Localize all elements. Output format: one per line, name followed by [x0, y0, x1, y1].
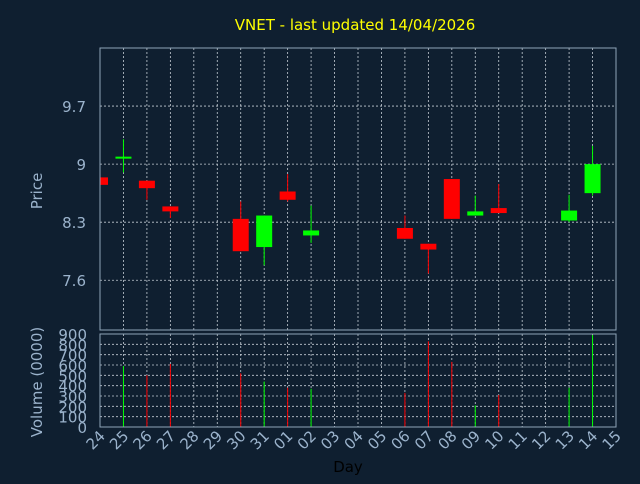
price-tick-label: 7.6 — [62, 272, 86, 290]
volume-tick-label: 900 — [58, 326, 87, 344]
day-tick-label: 12 — [528, 427, 554, 453]
price-tick-label: 9.7 — [62, 98, 86, 116]
day-tick-label: 04 — [341, 427, 367, 453]
candle-body — [584, 164, 601, 194]
volume-tick-label: 200 — [58, 398, 87, 416]
day-tick-label: 15 — [599, 427, 625, 453]
day-tick-label: 13 — [552, 427, 578, 453]
day-tick-label: 08 — [434, 427, 460, 453]
candle-body — [420, 243, 437, 250]
day-tick-label: 03 — [317, 427, 343, 453]
volume-tick-label: 100 — [58, 409, 87, 427]
price-plot-frame — [99, 47, 617, 331]
day-tick-label: 26 — [130, 427, 156, 453]
candle-body — [396, 227, 413, 239]
day-tick-label: 27 — [153, 427, 179, 453]
day-tick-label: 30 — [223, 427, 249, 453]
candle-body — [100, 177, 108, 185]
day-tick-label: 01 — [270, 427, 296, 453]
price-panel: 7.6 8.3 9 9.7 Price — [28, 47, 617, 331]
price-axis-label: Price — [28, 173, 46, 210]
candle-body — [443, 179, 460, 219]
day-tick-label: 25 — [106, 427, 132, 453]
candle-body — [303, 230, 320, 236]
volume-tick-label: 800 — [58, 336, 87, 354]
candle-body — [256, 215, 273, 248]
volume-tick-label: 500 — [58, 367, 87, 385]
volume-axis-label: Volume (0000) — [28, 327, 46, 437]
volume-tick-label: 400 — [58, 378, 87, 396]
candle-body — [232, 218, 249, 252]
candle-body — [490, 208, 507, 214]
day-tick-label: 10 — [481, 427, 507, 453]
chart-title: VNET - last updated 14/04/2026 — [235, 16, 476, 34]
candle-body — [467, 211, 484, 216]
day-tick-label: 09 — [458, 427, 484, 453]
day-tick-label: 06 — [388, 427, 414, 453]
day-tick-label: 29 — [200, 427, 226, 453]
day-tick-label: 07 — [411, 427, 437, 453]
day-tick-label: 28 — [176, 427, 202, 453]
day-tick-label: 14 — [575, 427, 601, 453]
volume-tick-label: 300 — [58, 388, 87, 406]
candle-body — [561, 210, 578, 221]
price-tick-label: 8.3 — [62, 214, 86, 232]
day-tick-label: 31 — [247, 427, 273, 453]
day-tick-label: 02 — [294, 427, 320, 453]
day-tick-label: 11 — [505, 427, 531, 453]
volume-tick-label: 700 — [58, 347, 87, 365]
price-tick-label: 9 — [76, 156, 86, 174]
candle-body — [279, 191, 296, 200]
x-axis-label: Day — [333, 458, 363, 476]
volume-tick-label: 0 — [77, 419, 87, 437]
candle-body — [115, 156, 132, 159]
candle-body — [138, 180, 155, 189]
volume-plot-frame — [99, 333, 617, 428]
volume-tick-label: 600 — [58, 357, 87, 375]
day-tick-label: 05 — [364, 427, 390, 453]
candle-body — [162, 206, 179, 212]
